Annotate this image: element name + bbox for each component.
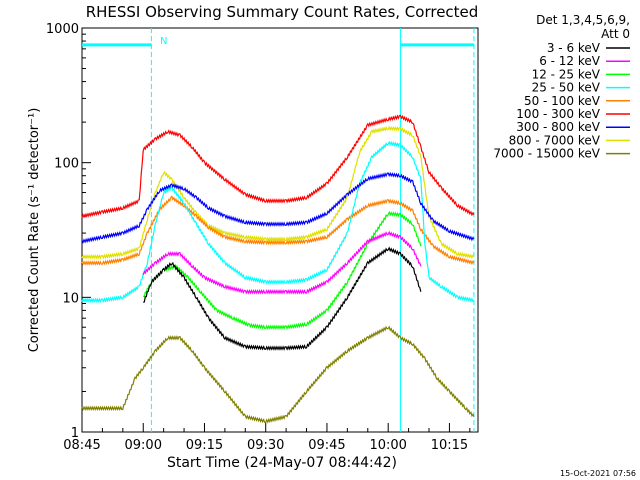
x-axis-ticks: 08:45 09:00 09:15 09:30 09:45 10:00 10:15 — [63, 423, 471, 453]
series-line — [81, 125, 475, 260]
series-line — [81, 195, 475, 266]
y-tick-label: 100 — [54, 157, 79, 172]
legend-label: 3 - 6 keV — [547, 41, 601, 55]
legend-label: 7000 - 15000 keV — [493, 147, 600, 161]
flag-marker: N — [160, 36, 167, 47]
legend-label: 800 - 7000 keV — [509, 133, 601, 147]
legend-label: 100 - 300 keV — [516, 107, 600, 121]
y-axis-ticks: 1 10 100 1000 — [46, 22, 91, 441]
x-tick-label: 09:30 — [247, 438, 284, 453]
x-tick-label: 10:15 — [431, 438, 468, 453]
x-tick-label: 08:45 — [63, 438, 100, 453]
y-tick-label: 10 — [62, 291, 79, 306]
y-tick-label: 1000 — [46, 22, 79, 37]
y-tick-label: 1 — [71, 426, 79, 441]
legend-header-line2: Att 0 — [601, 27, 630, 41]
series-line — [81, 140, 475, 304]
x-tick-label: 09:45 — [308, 438, 345, 453]
series-line — [81, 114, 475, 219]
legend-header-line1: Det 1,3,4,5,6,9, — [536, 13, 630, 27]
legend-label: 6 - 12 keV — [539, 54, 601, 68]
series-line — [81, 171, 475, 244]
series-line — [142, 210, 422, 330]
attenuator-lines — [82, 28, 475, 432]
legend-label: 300 - 800 keV — [516, 120, 600, 134]
x-tick-label: 09:00 — [125, 438, 162, 453]
series-line — [81, 325, 475, 424]
legend-label: 50 - 100 keV — [524, 94, 601, 108]
plot-frame — [81, 27, 479, 433]
x-tick-label: 10:00 — [369, 438, 406, 453]
chart-title: RHESSI Observing Summary Count Rates, Co… — [86, 3, 479, 21]
legend-label: 25 - 50 keV — [532, 81, 601, 95]
series-line — [143, 246, 422, 351]
series-line — [142, 230, 422, 295]
y-axis-label: Corrected Count Rate (s⁻¹ detector⁻¹) — [27, 108, 42, 353]
series-layer — [81, 114, 475, 424]
x-axis-label: Start Time (24-May-07 08:44:42) — [167, 455, 397, 471]
timestamp: 15-Oct-2021 07:56 — [560, 469, 636, 478]
x-tick-label: 09:15 — [186, 438, 223, 453]
legend-label: 12 - 25 keV — [532, 67, 601, 81]
